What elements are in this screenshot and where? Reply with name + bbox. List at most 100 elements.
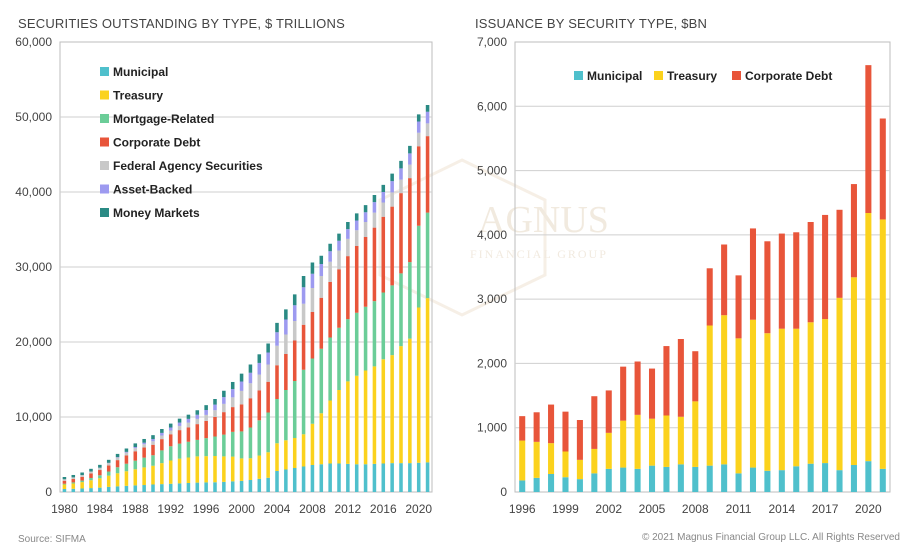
bar-segment-corporate xyxy=(62,480,67,484)
bar-segment-money xyxy=(275,322,279,333)
bar-segment-agency xyxy=(328,261,332,282)
x-tick-label: 2004 xyxy=(264,502,291,516)
bar-segment-municipal xyxy=(186,483,191,492)
bar-segment-municipal xyxy=(749,467,757,492)
bar-segment-corporate xyxy=(519,416,526,441)
bar-segment-corporate xyxy=(562,411,569,452)
bar-segment-assetbacked xyxy=(257,362,262,375)
bar-segment-municipal xyxy=(301,466,306,492)
bar-segment-money xyxy=(416,114,421,122)
x-tick-label: 2016 xyxy=(370,502,397,516)
bar-segment-municipal xyxy=(284,469,288,492)
bar-segment-corporate xyxy=(663,346,670,416)
bar-segment-treasury xyxy=(239,458,244,481)
bar-segment-mortgage xyxy=(89,477,93,481)
bar-segment-assetbacked xyxy=(168,427,173,431)
x-tick-label: 1996 xyxy=(193,502,220,516)
bar-segment-treasury xyxy=(363,370,368,465)
bar-segment-money xyxy=(346,222,350,230)
bar-segment-treasury xyxy=(89,480,93,489)
bar-segment-agency xyxy=(124,452,129,456)
bar-segment-agency xyxy=(363,222,368,237)
bar-segment-agency xyxy=(89,471,93,474)
x-tick-label: 1996 xyxy=(509,502,536,516)
bar-segment-treasury xyxy=(372,366,377,464)
x-tick-label: 2008 xyxy=(299,502,326,516)
bar-segment-money xyxy=(266,343,270,353)
bar-segment-municipal xyxy=(850,465,857,492)
right-chart-title: ISSUANCE BY SECURITY TYPE, $BN xyxy=(475,16,707,31)
bar-segment-corporate xyxy=(408,178,412,263)
bar-segment-mortgage xyxy=(204,438,208,457)
bar-segment-treasury xyxy=(416,307,421,463)
bar-segment-money xyxy=(204,405,208,411)
bar-segment-corporate xyxy=(284,354,288,390)
bar-segment-mortgage xyxy=(266,412,270,453)
bar-segment-money xyxy=(124,448,129,452)
y-tick-label: 40,000 xyxy=(15,185,52,199)
bar-segment-treasury xyxy=(390,355,394,464)
bar-segment-municipal xyxy=(354,464,359,492)
bar-segment-treasury xyxy=(562,451,569,478)
bar-segment-mortgage xyxy=(337,327,341,390)
bar-segment-assetbacked xyxy=(266,352,270,365)
bar-segment-money xyxy=(284,309,288,320)
bar-segment-treasury xyxy=(284,440,288,470)
bar-segment-treasury xyxy=(71,483,76,489)
legend-swatch-mortgage xyxy=(100,114,109,123)
bar-segment-money xyxy=(177,418,182,423)
bar-segment-corporate xyxy=(764,241,771,334)
bar-segment-assetbacked xyxy=(239,381,244,391)
bar-segment-mortgage xyxy=(390,285,394,356)
bar-segment-assetbacked xyxy=(275,332,279,346)
bar-segment-corporate xyxy=(292,340,297,381)
bar-segment-agency xyxy=(213,410,217,417)
bar-segment-treasury xyxy=(177,458,182,484)
bar-segment-agency xyxy=(372,212,377,228)
left-gridlines xyxy=(59,41,433,493)
bar-segment-agency xyxy=(80,475,84,477)
bar-segment-municipal xyxy=(319,464,324,492)
bar-segment-agency xyxy=(62,479,67,481)
bar-segment-assetbacked xyxy=(337,240,341,251)
bar-segment-municipal xyxy=(677,464,684,492)
bar-segment-municipal xyxy=(257,478,262,492)
bar-segment-corporate xyxy=(648,368,656,419)
bar-segment-mortgage xyxy=(239,431,244,459)
bar-segment-mortgage xyxy=(284,390,288,441)
bar-segment-money xyxy=(98,464,102,468)
bar-segment-treasury xyxy=(721,315,728,465)
bar-segment-assetbacked xyxy=(381,192,386,203)
left-legend: Municipal Treasury Mortgage-Related Corpora… xyxy=(100,65,263,220)
bar-segment-municipal xyxy=(548,474,555,492)
bar-segment-municipal xyxy=(168,483,173,492)
bar-segment-municipal xyxy=(692,466,699,492)
bar-segment-money xyxy=(301,276,306,288)
bar-segment-treasury xyxy=(195,456,200,483)
bar-segment-treasury xyxy=(328,400,332,464)
bar-segment-municipal xyxy=(381,463,386,492)
bar-segment-mortgage xyxy=(248,427,253,459)
bar-segment-corporate xyxy=(151,444,155,456)
legend-label-corporate: Corporate Debt xyxy=(745,69,832,83)
bar-segment-money xyxy=(160,429,164,433)
y-tick-label: 0 xyxy=(45,485,52,499)
legend-swatch-assetbacked xyxy=(100,184,109,194)
y-tick-label: 30,000 xyxy=(15,260,52,274)
bar-segment-agency xyxy=(195,418,200,425)
bar-segment-money xyxy=(239,373,244,382)
bar-segment-money xyxy=(319,255,324,264)
y-tick-label: 60,000 xyxy=(15,35,52,49)
bar-segment-municipal xyxy=(204,482,208,492)
bar-segment-municipal xyxy=(706,465,713,492)
bar-segment-agency xyxy=(230,397,235,408)
bar-segment-money xyxy=(151,435,155,440)
bar-segment-agency xyxy=(98,467,102,471)
bar-segment-agency xyxy=(177,425,182,431)
bar-segment-municipal xyxy=(142,485,146,492)
bar-segment-treasury xyxy=(213,456,217,483)
bar-segment-mortgage xyxy=(372,301,377,367)
bar-segment-treasury xyxy=(533,441,540,478)
bar-segment-treasury xyxy=(301,434,306,467)
bar-segment-assetbacked xyxy=(186,418,191,423)
